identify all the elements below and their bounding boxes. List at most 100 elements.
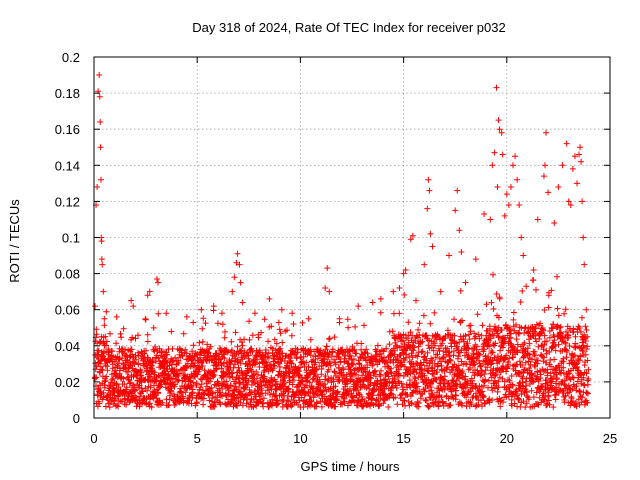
data-point xyxy=(458,248,465,255)
data-point xyxy=(324,265,331,272)
data-point xyxy=(94,183,101,190)
data-point xyxy=(96,72,103,79)
data-point xyxy=(113,313,120,320)
data-point xyxy=(437,288,444,295)
data-point xyxy=(495,117,502,124)
data-point xyxy=(573,180,580,187)
x-tick-label: 5 xyxy=(194,431,201,446)
data-point xyxy=(239,299,246,306)
data-point xyxy=(305,315,312,322)
data-point xyxy=(503,191,510,198)
data-point xyxy=(567,202,574,209)
y-tick-label: 0.18 xyxy=(55,86,80,101)
data-point xyxy=(581,261,588,268)
data-point xyxy=(402,266,409,273)
data-point xyxy=(92,303,99,310)
data-point xyxy=(583,306,590,313)
y-tick-label: 0 xyxy=(73,411,80,426)
data-point xyxy=(218,310,225,317)
data-point xyxy=(559,162,566,169)
data-point xyxy=(576,151,583,158)
data-point xyxy=(509,162,516,169)
data-point xyxy=(130,303,137,310)
x-tick-label: 0 xyxy=(90,431,97,446)
data-point xyxy=(144,292,151,299)
data-point xyxy=(516,202,523,209)
data-point xyxy=(266,295,273,302)
data-point xyxy=(580,234,587,241)
data-point xyxy=(551,220,558,227)
data-point xyxy=(289,310,296,317)
data-point xyxy=(146,288,153,295)
data-point xyxy=(487,216,494,223)
data-point xyxy=(426,187,433,194)
data-point xyxy=(278,306,285,313)
y-tick-label: 0.12 xyxy=(55,194,80,209)
y-tick-labels: 0 0.02 0.04 0.06 0.08 0.1 0.12 0.14 0.16 0.18 0.2 xyxy=(55,50,80,426)
x-tick-label: 15 xyxy=(396,431,410,446)
data-point xyxy=(101,315,108,322)
data-point xyxy=(231,274,238,281)
data-point xyxy=(97,118,104,125)
data-point xyxy=(128,297,135,304)
data-point xyxy=(424,205,431,212)
data-point xyxy=(481,211,488,218)
data-point xyxy=(534,216,541,223)
data-point xyxy=(472,256,479,263)
data-point xyxy=(427,230,434,237)
data-point xyxy=(98,176,105,183)
chart-title: Day 318 of 2024, Rate Of TEC Index for r… xyxy=(192,20,505,35)
data-points-cloud xyxy=(91,271,592,411)
y-tick-label: 0.16 xyxy=(55,122,80,137)
data-point xyxy=(377,295,384,302)
y-tick-label: 0.04 xyxy=(55,339,80,354)
y-tick-label: 0.1 xyxy=(62,231,80,246)
data-point xyxy=(198,306,205,313)
x-tick-label: 25 xyxy=(603,431,617,446)
axis-ticks xyxy=(93,56,611,419)
x-tick-label: 20 xyxy=(500,431,514,446)
y-tick-label: 0.14 xyxy=(55,158,80,173)
data-point xyxy=(512,153,519,160)
data-point xyxy=(555,183,562,190)
data-point xyxy=(491,149,498,156)
data-point xyxy=(565,198,572,205)
data-point xyxy=(322,285,329,292)
data-point xyxy=(530,266,537,273)
data-point xyxy=(454,187,461,194)
y-tick-label: 0.06 xyxy=(55,303,80,318)
data-point xyxy=(251,310,258,317)
data-point xyxy=(571,153,578,160)
data-point xyxy=(96,93,103,100)
x-tick-label: 10 xyxy=(293,431,307,446)
data-point xyxy=(462,279,469,286)
data-point xyxy=(489,162,496,169)
data-point xyxy=(229,288,236,295)
data-point xyxy=(183,313,190,320)
data-point xyxy=(499,151,506,158)
data-point xyxy=(452,207,459,214)
data-point xyxy=(236,261,243,268)
y-tick-label: 0.08 xyxy=(55,267,80,282)
data-point xyxy=(100,288,107,295)
y-tick-label: 0.02 xyxy=(55,375,80,390)
x-tick-labels: 0 5 10 15 20 25 xyxy=(90,431,617,446)
data-point xyxy=(237,279,244,286)
data-point xyxy=(355,303,362,310)
data-point xyxy=(421,261,428,268)
data-point xyxy=(233,259,240,266)
data-point xyxy=(563,140,570,147)
data-point xyxy=(456,227,463,234)
data-point xyxy=(163,310,170,317)
data-points xyxy=(91,72,592,411)
data-point xyxy=(507,183,514,190)
data-point xyxy=(501,212,508,219)
data-point xyxy=(545,189,552,196)
data-point xyxy=(425,176,432,183)
data-point xyxy=(396,285,403,292)
data-point xyxy=(429,243,436,250)
data-point xyxy=(541,162,548,169)
data-point xyxy=(493,84,500,91)
data-point xyxy=(543,129,550,136)
